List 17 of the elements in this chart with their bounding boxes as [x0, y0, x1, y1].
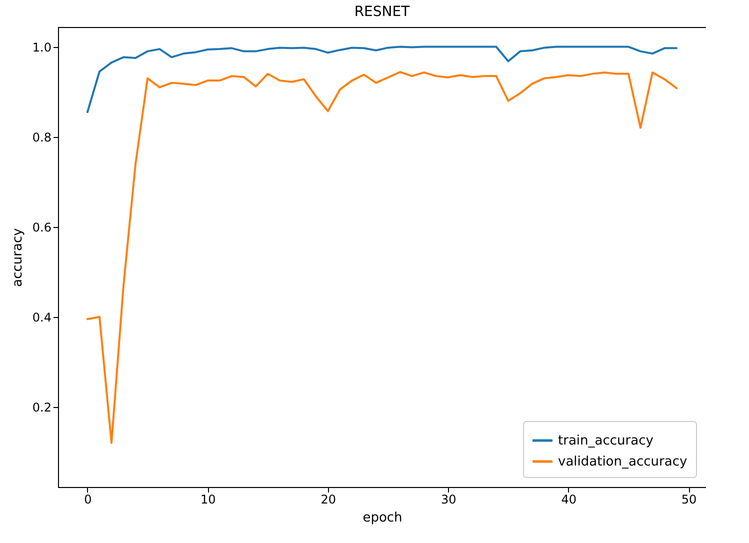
- line-series: [86, 46, 678, 114]
- legend-label: validation_accuracy: [558, 454, 688, 470]
- x-tick-label: 20: [320, 492, 336, 506]
- x-tick-label: 10: [200, 492, 216, 506]
- y-tick-label: 0.2: [32, 400, 52, 414]
- y-axis-title: accuracy: [10, 228, 26, 287]
- x-tick-label: 30: [440, 492, 456, 506]
- x-tick-label: 0: [84, 492, 92, 506]
- x-tick-label: 50: [681, 492, 697, 506]
- legend-label: train_accuracy: [558, 434, 654, 448]
- chart-title: RESNET: [354, 4, 410, 20]
- y-tick-label: 1.0: [32, 40, 52, 54]
- y-tick-label: 0.8: [32, 130, 52, 144]
- x-axis-title: epoch: [362, 510, 402, 526]
- y-tick-label: 0.4: [32, 310, 52, 324]
- x-tick-label: 40: [561, 492, 576, 506]
- y-tick-label: 0.6: [32, 220, 52, 234]
